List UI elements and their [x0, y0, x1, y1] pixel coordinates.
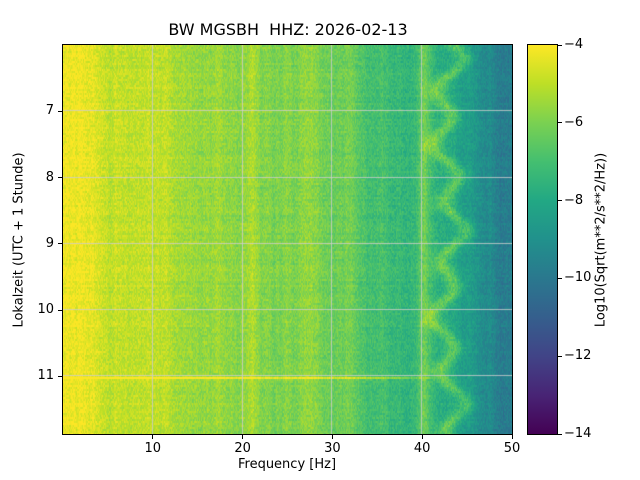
colorbar-tick-label: −14 [564, 426, 592, 441]
y-tick-label: 7 [45, 103, 54, 119]
x-tick-label: 40 [413, 441, 431, 456]
colorbar-tick-label: −4 [564, 37, 584, 52]
x-axis-label: Frequency [Hz] [237, 457, 337, 472]
colorbar-tick-mark [558, 44, 562, 46]
y-tick-label: 10 [37, 302, 54, 318]
plot-frame [62, 44, 513, 435]
colorbar-tick-mark [558, 355, 562, 357]
colorbar-tick-label: −6 [564, 114, 584, 130]
x-tick-label: 10 [144, 441, 162, 456]
y-axis-label: Lokalzeit (UTC + 1 Stunde) [11, 152, 27, 328]
colorbar-gradient [528, 45, 557, 434]
y-tick-label: 9 [45, 235, 54, 251]
colorbar-tick-mark [558, 200, 562, 202]
colorbar-tick-mark [558, 277, 562, 279]
colorbar-tick-mark [558, 122, 562, 124]
spectrogram-canvas [63, 45, 512, 434]
plot-title: BW MGSBH HHZ: 2026-02-13 [168, 20, 408, 39]
colorbar-tick-mark [558, 433, 562, 435]
colorbar-tick-label: −12 [564, 348, 592, 364]
y-tick-label: 11 [37, 368, 54, 384]
x-tick-label: 50 [503, 441, 521, 456]
x-tick-label: 30 [324, 441, 341, 456]
x-tick-label: 20 [234, 441, 251, 456]
colorbar-frame [527, 44, 558, 435]
colorbar-label: Log10(Sqrt(m**2/s**2/Hz)) [593, 152, 609, 328]
y-tick-label: 8 [45, 169, 54, 185]
